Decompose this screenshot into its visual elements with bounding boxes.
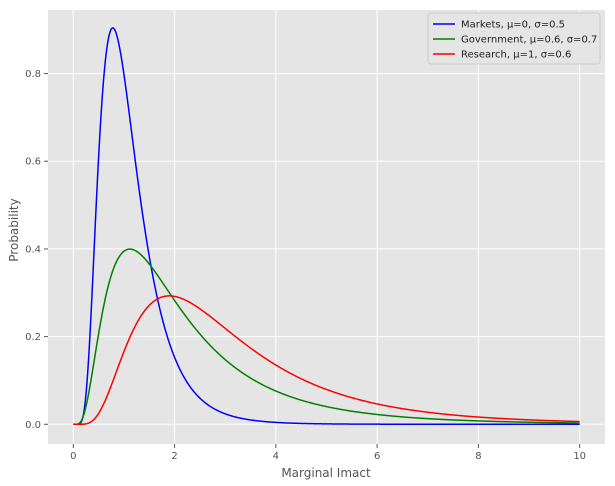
series-line-1 <box>73 248 580 426</box>
series-group <box>73 27 580 426</box>
y-tick-label: 0.2 <box>25 332 41 343</box>
x-tick-label: 4 <box>273 451 279 462</box>
y-tick-label: 0.4 <box>25 244 41 255</box>
y-tick-label: 0.0 <box>25 420 41 431</box>
series-line-0 <box>73 27 580 426</box>
x-tick-label: 0 <box>70 451 76 462</box>
legend-label-2: Research, μ=1, σ=0.6 <box>461 50 571 61</box>
x-tick-label: 10 <box>573 451 586 462</box>
legend-label-1: Government, μ=0.6, σ=0.7 <box>461 35 597 46</box>
grid <box>48 10 605 444</box>
x-tick-label: 8 <box>475 451 481 462</box>
x-axis-label: Marginal Imact <box>281 466 371 480</box>
y-tick-label: 0.8 <box>25 69 41 80</box>
y-tick-label: 0.6 <box>25 157 41 168</box>
plot-background <box>48 10 605 444</box>
x-tick-label: 2 <box>171 451 177 462</box>
y-axis-label: Probability <box>7 198 21 261</box>
x-tick-label: 6 <box>374 451 380 462</box>
series-line-2 <box>73 295 580 426</box>
legend-box <box>427 12 601 65</box>
legend: Markets, μ=0, σ=0.5 Government, μ=0.6, σ=… <box>427 12 601 65</box>
x-axis-ticks: 0 2 4 6 8 10 <box>70 444 586 462</box>
legend-label-0: Markets, μ=0, σ=0.5 <box>461 20 565 31</box>
y-axis-ticks: 0.0 0.2 0.4 0.6 0.8 <box>25 69 48 431</box>
